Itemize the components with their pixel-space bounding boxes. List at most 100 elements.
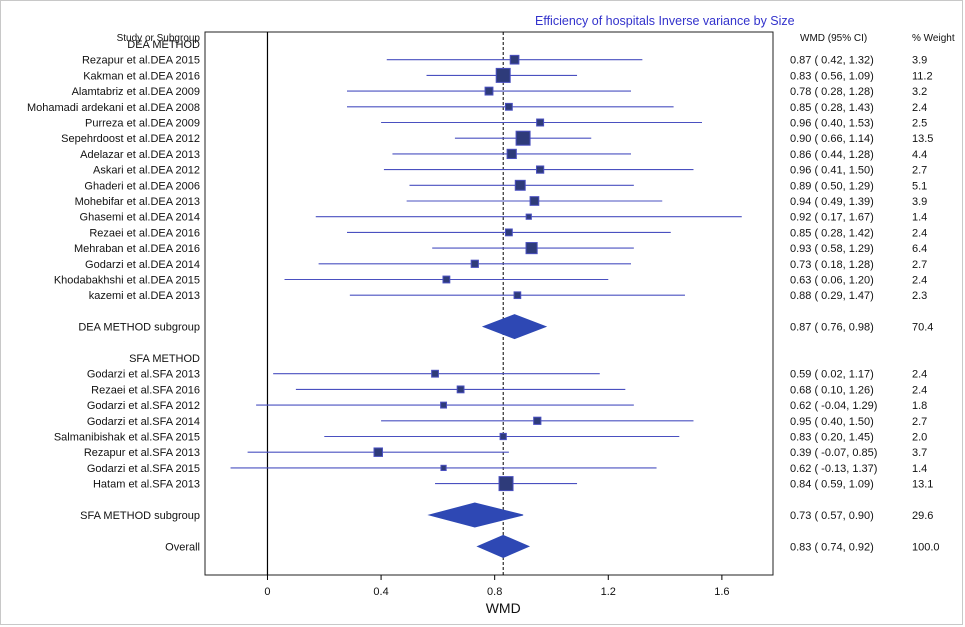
subgroup-weight-text: 70.4	[912, 322, 933, 334]
study-effect-text: 0.62 ( -0.04, 1.29)	[790, 400, 877, 412]
study-effect-text: 0.90 ( 0.66, 1.14)	[790, 133, 874, 145]
study-effect-text: 0.83 ( 0.20, 1.45)	[790, 432, 874, 444]
overall-label: Overall	[165, 541, 200, 553]
study-effect-text: 0.85 ( 0.28, 1.42)	[790, 227, 874, 239]
study-effect-text: 0.84 ( 0.59, 1.09)	[790, 479, 874, 491]
study-weight-text: 2.7	[912, 416, 927, 428]
study-point-box	[456, 385, 465, 394]
study-effect-text: 0.73 ( 0.18, 1.28)	[790, 259, 874, 271]
study-weight-text: 4.4	[912, 149, 927, 161]
study-point-box	[440, 401, 448, 409]
study-label: Godarzi et al.SFA 2013	[87, 369, 200, 381]
x-tick-label: 1.2	[601, 586, 616, 598]
study-point-box	[373, 447, 383, 457]
study-weight-text: 1.8	[912, 400, 927, 412]
study-weight-text: 3.9	[912, 55, 927, 67]
study-label: Kakman et al.DEA 2016	[83, 70, 200, 82]
plot-area-border	[204, 31, 774, 576]
x-tick-label: 1.6	[714, 586, 729, 598]
study-label: kazemi et al.DEA 2013	[89, 290, 200, 302]
study-effect-text: 0.39 ( -0.07, 0.85)	[790, 447, 877, 459]
study-effect-text: 0.83 ( 0.56, 1.09)	[790, 70, 874, 82]
study-label: Salmanibishak et al.SFA 2015	[54, 432, 200, 444]
study-point-box	[536, 118, 545, 127]
study-label: Ghasemi et al.DEA 2014	[80, 212, 200, 224]
header-effect: WMD (95% CI)	[800, 33, 867, 44]
study-label: Alamtabriz et al.DEA 2009	[72, 86, 200, 98]
study-point-box	[513, 291, 522, 300]
x-axis-label: WMD	[486, 600, 521, 616]
overall-weight-text: 100.0	[912, 541, 940, 553]
study-weight-text: 13.5	[912, 133, 933, 145]
study-weight-text: 2.7	[912, 165, 927, 177]
x-tick-label: 0.4	[373, 586, 388, 598]
study-effect-text: 0.78 ( 0.28, 1.28)	[790, 86, 874, 98]
overall-effect-text: 0.83 ( 0.74, 0.92)	[790, 541, 874, 553]
study-weight-text: 11.2	[912, 70, 933, 82]
study-point-box	[499, 432, 507, 441]
study-weight-text: 6.4	[912, 243, 927, 255]
study-point-box	[509, 54, 520, 65]
study-label: Ghaderi et al.DEA 2006	[84, 180, 200, 192]
study-weight-text: 2.4	[912, 275, 927, 287]
subgroup-effect-text: 0.73 ( 0.57, 0.90)	[790, 510, 874, 522]
study-effect-text: 0.68 ( 0.10, 1.26)	[790, 384, 874, 396]
x-tick-label: 0	[264, 586, 270, 598]
study-label: Adelazar et al.DEA 2013	[80, 149, 200, 161]
study-point-box	[498, 476, 514, 492]
subgroup-weight-text: 29.6	[912, 510, 933, 522]
group-label: SFA METHOD	[129, 353, 200, 365]
study-label: Hatam et al.SFA 2013	[93, 479, 200, 491]
study-weight-text: 5.1	[912, 180, 927, 192]
study-weight-text: 3.2	[912, 86, 927, 98]
study-point-box	[484, 86, 494, 96]
study-point-box	[515, 130, 531, 146]
study-weight-text: 2.7	[912, 259, 927, 271]
study-label: Rezapur et al.DEA 2015	[82, 55, 200, 67]
study-point-box	[514, 179, 526, 191]
study-effect-text: 0.94 ( 0.49, 1.39)	[790, 196, 874, 208]
study-effect-text: 0.95 ( 0.40, 1.50)	[790, 416, 874, 428]
subgroup-label: DEA METHOD subgroup	[78, 322, 200, 334]
study-effect-text: 0.96 ( 0.41, 1.50)	[790, 165, 874, 177]
study-effect-text: 0.86 ( 0.44, 1.28)	[790, 149, 874, 161]
study-effect-text: 0.89 ( 0.50, 1.29)	[790, 180, 874, 192]
study-point-box	[504, 228, 513, 237]
study-weight-text: 2.4	[912, 384, 927, 396]
study-label: Godarzi et al.SFA 2015	[87, 463, 200, 475]
study-effect-text: 0.62 ( -0.13, 1.37)	[790, 463, 877, 475]
study-point-box	[525, 213, 532, 220]
study-label: Khodabakhshi et al.DEA 2015	[54, 275, 200, 287]
header-study: Study or Subgroup	[117, 33, 201, 44]
study-weight-text: 2.5	[912, 118, 927, 130]
study-point-box	[536, 165, 545, 174]
subgroup-effect-text: 0.87 ( 0.76, 0.98)	[790, 322, 874, 334]
chart-title: Efficiency of hospitals Inverse variance…	[535, 14, 795, 28]
study-label: Sepehrdoost et al.DEA 2012	[61, 133, 200, 145]
study-weight-text: 2.0	[912, 432, 927, 444]
study-weight-text: 1.4	[912, 212, 927, 224]
study-point-box	[504, 102, 513, 111]
subgroup-label: SFA METHOD subgroup	[80, 510, 200, 522]
study-weight-text: 1.4	[912, 463, 927, 475]
study-weight-text: 13.1	[912, 479, 933, 491]
study-weight-text: 3.7	[912, 447, 927, 459]
subgroup-diamond	[427, 502, 524, 528]
study-point-box	[431, 369, 439, 378]
study-label: Mohamadi ardekani et al.DEA 2008	[27, 102, 200, 114]
study-label: Rezaei et al.DEA 2016	[89, 227, 200, 239]
study-weight-text: 2.3	[912, 290, 927, 302]
study-effect-text: 0.85 ( 0.28, 1.43)	[790, 102, 874, 114]
study-label: Askari et al.DEA 2012	[93, 165, 200, 177]
study-point-box	[529, 196, 540, 206]
overall-diamond	[476, 534, 531, 558]
study-label: Godarzi et al.SFA 2014	[87, 416, 200, 428]
study-effect-text: 0.63 ( 0.06, 1.20)	[790, 275, 874, 287]
group-label: DEA METHOD	[127, 39, 200, 51]
study-point-box	[506, 148, 517, 160]
study-effect-text: 0.92 ( 0.17, 1.67)	[790, 212, 874, 224]
study-point-box	[495, 67, 511, 83]
header-weight: % Weight	[912, 33, 955, 44]
subgroup-diamond	[481, 314, 548, 340]
